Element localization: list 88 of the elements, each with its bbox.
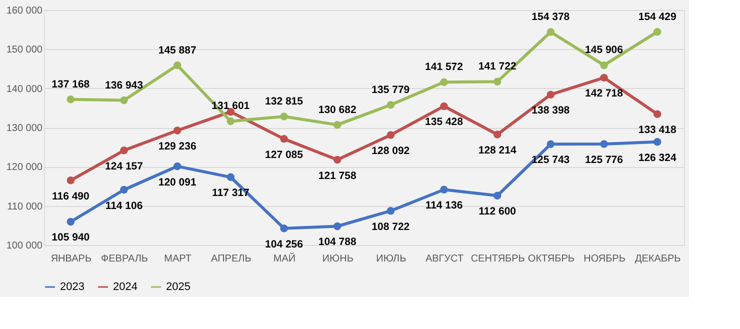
data-label: 125 776 — [585, 154, 624, 166]
x-tick-label: СЕНТЯБРЬ — [470, 254, 526, 264]
data-label: 112 600 — [478, 206, 516, 218]
point — [66, 96, 75, 104]
data-label: 128 092 — [372, 144, 410, 157]
x-tick-label: ИЮЛЬ — [376, 254, 407, 264]
point — [333, 222, 342, 230]
data-label: 145 906 — [585, 44, 624, 56]
data-label: 116 490 — [52, 190, 90, 202]
data-label: 138 398 — [532, 104, 570, 117]
x-tick-label: ИЮНЬ — [322, 254, 354, 264]
point — [386, 101, 395, 109]
point — [386, 206, 395, 215]
point — [493, 78, 502, 86]
data-label: 154 378 — [532, 11, 570, 24]
x-tick-label: ЯНВАРЬ — [50, 254, 92, 264]
x-tick-label: ДЕКАБРЬ — [634, 254, 682, 264]
point — [546, 140, 555, 148]
point — [600, 74, 608, 82]
y-tick-label: 120 000 — [6, 162, 43, 174]
point — [120, 96, 128, 104]
data-label: 154 429 — [638, 10, 676, 23]
y-tick-label: 110 000 — [7, 201, 43, 212]
data-label: 136 943 — [105, 79, 144, 92]
data-label: 128 214 — [478, 144, 516, 156]
x-tick-label: ФЕВРАЛЬ — [101, 254, 148, 264]
legend-label: 2024 — [113, 281, 138, 293]
point — [440, 78, 448, 86]
point — [493, 130, 502, 138]
point — [173, 162, 182, 170]
point — [280, 112, 288, 120]
data-label: 108 722 — [372, 220, 410, 233]
point — [173, 126, 182, 134]
point — [226, 173, 235, 182]
point — [226, 117, 235, 126]
point — [600, 61, 608, 70]
point — [546, 90, 555, 98]
point — [653, 110, 662, 118]
data-label: 104 256 — [265, 238, 304, 250]
data-label: 105 940 — [52, 232, 90, 244]
x-tick-label: АВГУСТ — [425, 254, 464, 264]
y-tick-label: 100 000 — [6, 240, 43, 252]
point — [493, 192, 502, 200]
data-label: 132 815 — [265, 95, 304, 108]
legend-label: 2023 — [60, 281, 84, 293]
data-label: 137 168 — [52, 78, 90, 90]
point — [66, 176, 75, 184]
point — [546, 28, 555, 36]
data-label: 114 136 — [425, 200, 463, 212]
point — [66, 218, 75, 226]
point — [386, 131, 395, 139]
data-label: 114 106 — [105, 200, 143, 212]
point — [333, 120, 342, 129]
x-tick-label: АПРЕЛЬ — [211, 254, 252, 264]
data-label: 126 324 — [638, 152, 676, 164]
data-label: 129 236 — [158, 140, 196, 152]
point — [440, 186, 448, 194]
data-label: 120 091 — [158, 176, 196, 188]
point — [440, 102, 448, 110]
x-tick-label: МАЙ — [273, 252, 296, 264]
point — [653, 138, 662, 146]
data-label: 145 887 — [158, 44, 196, 56]
data-label: 127 085 — [265, 148, 304, 161]
point — [120, 186, 128, 194]
y-tick-label: 130 000 — [6, 123, 43, 134]
legend-label: 2025 — [166, 281, 190, 293]
x-tick-label: НОЯБРЬ — [584, 254, 626, 264]
data-label: 135 779 — [372, 84, 410, 96]
data-label: 142 718 — [585, 88, 624, 100]
point — [600, 140, 608, 148]
point — [280, 135, 288, 143]
point — [280, 224, 288, 232]
point — [333, 156, 342, 164]
point — [653, 28, 662, 36]
x-tick-label: МАРТ — [164, 254, 192, 264]
data-label: 104 788 — [318, 236, 356, 248]
y-tick-label: 150 000 — [6, 44, 43, 56]
y-tick-label: 160 000 — [6, 6, 43, 16]
x-tick-label: ОКТЯБРЬ — [528, 254, 575, 264]
point — [173, 61, 182, 70]
data-label: 124 157 — [105, 160, 144, 172]
data-label: 141 572 — [425, 61, 464, 74]
data-label: 135 428 — [425, 116, 464, 128]
data-label: 133 418 — [638, 124, 676, 136]
data-label: 130 682 — [318, 104, 356, 116]
point — [120, 146, 128, 154]
y-tick-label: 140 000 — [6, 84, 43, 95]
data-label: 121 758 — [318, 170, 356, 182]
